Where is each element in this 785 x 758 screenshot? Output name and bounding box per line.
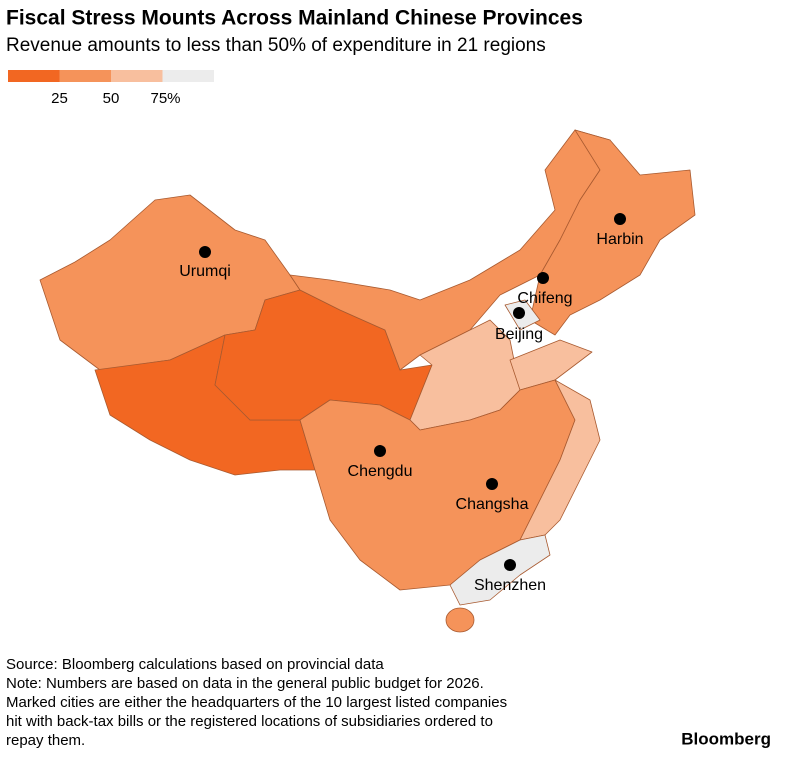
city-label: Beijing	[495, 326, 543, 343]
city-marker	[486, 478, 498, 490]
legend-swatch	[111, 70, 163, 82]
note-line: hit with back-tax bills or the registere…	[6, 713, 493, 730]
city-label: Urumqi	[179, 263, 231, 280]
city-marker	[537, 272, 549, 284]
note: Note: Numbers are based on data in the g…	[6, 675, 507, 749]
note-line: Marked cities are either the headquarter…	[6, 694, 507, 711]
legend-swatch	[162, 70, 214, 82]
map	[39, 129, 696, 633]
legend-tick-label: 50	[103, 90, 120, 107]
city-label: Changsha	[456, 496, 529, 513]
region	[445, 607, 475, 633]
legend-tick-label: 25	[51, 90, 68, 107]
legend: 25 50 75%	[8, 70, 214, 107]
legend-tick-label: 75%	[151, 90, 181, 107]
city-marker	[513, 307, 525, 319]
note-line: repay them.	[6, 732, 85, 749]
legend-swatch	[8, 70, 60, 82]
city-marker	[504, 559, 516, 571]
city-label: Chifeng	[517, 290, 572, 307]
region	[509, 339, 593, 391]
region	[449, 534, 551, 606]
city-label: Chengdu	[348, 463, 413, 480]
city-marker	[614, 213, 626, 225]
city-label: Shenzhen	[474, 577, 546, 594]
cities: Urumqi Harbin Chifeng Beijing Chengdu Changsh…	[179, 213, 644, 594]
city-marker	[199, 246, 211, 258]
legend-swatch	[59, 70, 111, 82]
brand: Bloomberg	[681, 729, 771, 748]
source: Source: Bloomberg calculations based on …	[6, 656, 384, 673]
subtitle: Revenue amounts to less than 50% of expe…	[6, 35, 546, 56]
note-line: Note: Numbers are based on data in the g…	[6, 675, 484, 692]
city-marker	[374, 445, 386, 457]
city-label: Harbin	[596, 231, 643, 248]
region	[529, 129, 696, 336]
title: Fiscal Stress Mounts Across Mainland Chi…	[6, 7, 583, 30]
